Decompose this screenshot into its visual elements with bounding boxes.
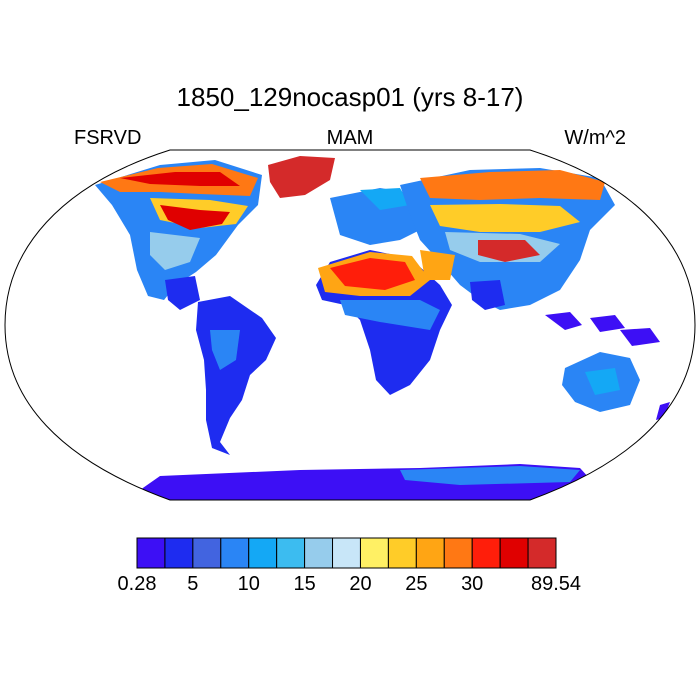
colorbar-swatch	[527, 537, 557, 569]
colorbar-swatch	[164, 537, 194, 569]
season-label: MAM	[326, 127, 374, 149]
colorbar-swatch	[359, 537, 389, 569]
plot-title: 1850_129nocasp01 (yrs 8-17)	[176, 82, 524, 112]
variable-label: FSRVD	[74, 127, 142, 149]
colorbar-tick-label: 15	[293, 573, 316, 595]
colorbar-tick-label: 89.54	[530, 573, 582, 595]
asia-landmass	[400, 168, 615, 310]
australia-landmass	[562, 352, 640, 412]
colorbar-tick-label: 10	[237, 573, 260, 595]
colorbar-swatch	[304, 537, 334, 569]
greenland-landmass	[268, 156, 335, 198]
colorbar-swatch	[415, 537, 445, 569]
colorbar-swatch	[443, 537, 473, 569]
colorbar-swatch	[332, 537, 361, 569]
colorbar-tick-label: 30	[461, 573, 484, 595]
colorbar-swatch	[220, 537, 250, 569]
colorbar-swatch	[387, 537, 417, 569]
colorbar-swatch	[192, 537, 222, 569]
southeast-asia-islands	[545, 312, 660, 346]
colorbar-swatch	[248, 537, 278, 569]
colorbar-tick-label: 25	[405, 573, 428, 595]
colorbar-swatch	[276, 537, 306, 569]
colorbar	[136, 537, 557, 569]
colorbar-tick-label: 0.28	[117, 573, 157, 595]
africa-europe-landmass	[316, 188, 452, 395]
antarctica-landmass	[140, 464, 600, 500]
colorbar-swatch	[499, 537, 529, 569]
map-outline	[4, 149, 696, 501]
colorbar-tick-label: 5	[187, 573, 199, 595]
colorbar-swatch	[136, 537, 166, 569]
units-label: W/m^2	[564, 127, 626, 149]
south-america-landmass	[196, 296, 276, 455]
new-zealand-landmass	[656, 402, 670, 420]
colorbar-swatch	[471, 537, 501, 569]
world-map	[4, 149, 696, 501]
colorbar-tick-label: 20	[349, 573, 372, 595]
north-america-landmass	[95, 160, 262, 310]
